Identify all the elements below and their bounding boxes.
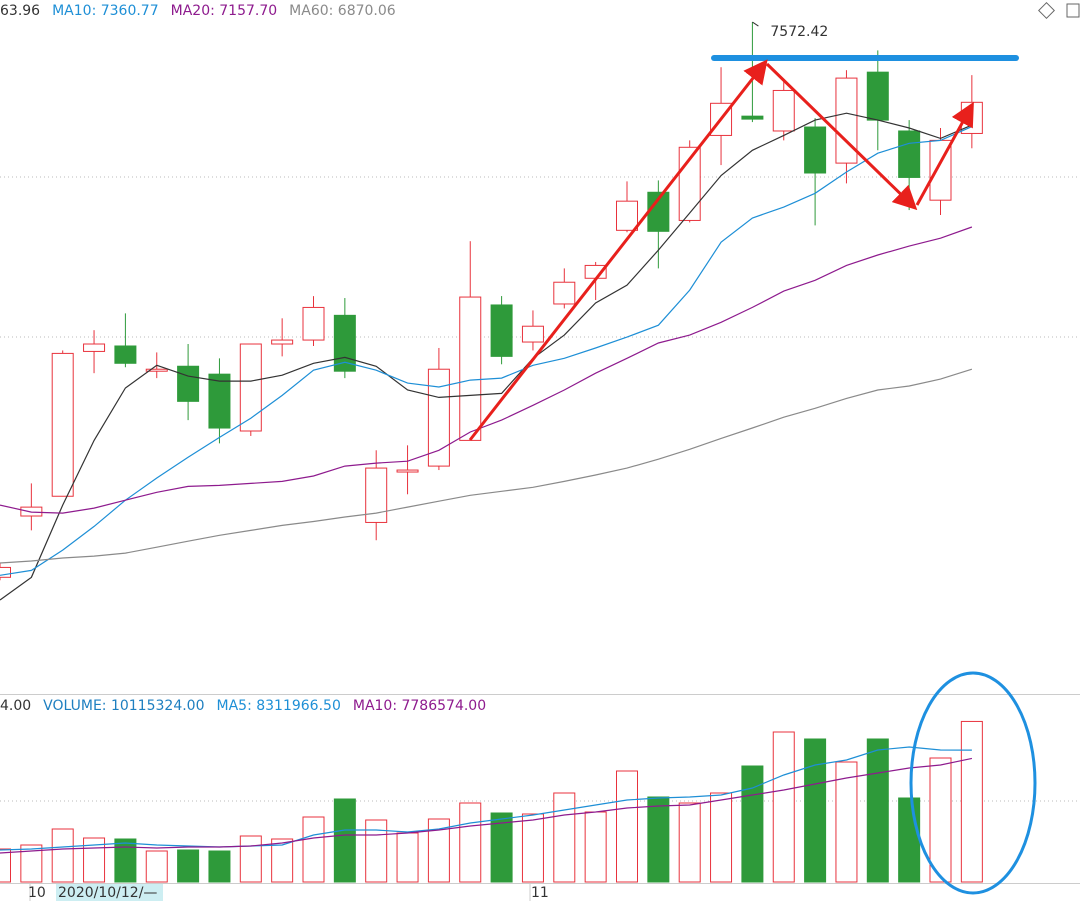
legend-entry: MA10: 7786574.00 — [353, 698, 486, 714]
x-tick-label: 11 — [531, 885, 549, 901]
candle-body — [114, 345, 137, 364]
candle-body — [208, 373, 231, 429]
volume-bar — [710, 792, 733, 883]
candle-body — [177, 365, 200, 402]
candle-body — [271, 339, 294, 345]
ma-line — [0, 368, 973, 564]
candle-body — [51, 352, 74, 497]
candle-body — [772, 89, 795, 132]
candle-body — [866, 71, 889, 121]
volume-bar — [20, 844, 43, 883]
candle-body — [459, 296, 482, 441]
legend-entry: 63.96 — [0, 3, 40, 19]
volume-bar — [396, 832, 419, 883]
volume-bar — [51, 828, 74, 883]
candle-body — [553, 281, 576, 305]
candle-body — [333, 314, 356, 372]
legend-entry: MA20: 7157.70 — [171, 3, 278, 19]
volume-header: 4.00 — [0, 698, 31, 714]
legend-entry: MA5: 8311966.50 — [217, 698, 341, 714]
arrow — [468, 59, 768, 441]
ma-line — [0, 746, 972, 851]
volume-bar — [647, 796, 670, 883]
arrow — [915, 101, 974, 206]
volume-bar — [616, 770, 638, 883]
candle-body — [835, 77, 858, 164]
candle-body — [83, 343, 106, 352]
icon-window[interactable] — [1066, 3, 1080, 18]
volume-bar — [898, 797, 921, 883]
volume-bar — [239, 835, 262, 883]
x-tick-label: 2020/10/12/— — [58, 885, 157, 901]
date-highlight — [56, 884, 163, 901]
candle-body — [804, 126, 827, 174]
high-label: 7572.42 — [770, 24, 828, 40]
volume-bar — [83, 837, 106, 883]
candle-body — [427, 368, 450, 467]
volume-bar — [365, 819, 388, 883]
volume-bar — [177, 849, 200, 883]
candle-body — [239, 343, 262, 432]
volume-bar — [866, 738, 889, 883]
ma-line — [0, 112, 973, 601]
high-marker — [752, 21, 759, 27]
ma-line — [0, 126, 973, 576]
volume-bar — [114, 838, 137, 883]
volume-bar — [835, 761, 858, 883]
candle-body — [741, 115, 764, 120]
volume-bar — [333, 798, 356, 883]
highlight-ellipse — [909, 671, 1037, 895]
icon-diamond[interactable] — [1038, 2, 1055, 19]
volume-bar — [459, 802, 482, 883]
legend-entry: MA60: 6870.06 — [289, 3, 396, 19]
candle-body — [365, 467, 388, 523]
candle-body — [521, 325, 544, 343]
candle-body — [0, 566, 11, 578]
legend-entry: MA10: 7360.77 — [52, 3, 159, 19]
volume-bar — [804, 738, 827, 883]
volume-bar — [427, 818, 450, 883]
arrow — [765, 62, 918, 211]
volume-bar — [0, 848, 11, 883]
ma-line — [0, 226, 973, 514]
volume-bar — [678, 802, 701, 883]
candle-body — [396, 469, 419, 473]
volume-bar — [302, 816, 325, 883]
ma-line — [0, 757, 973, 854]
annotations — [468, 55, 1037, 895]
volume-bar — [929, 757, 952, 883]
volume-bar — [772, 731, 795, 883]
volume-bar — [960, 720, 983, 883]
volume-bar — [145, 850, 168, 883]
candle-body — [302, 306, 325, 341]
volume-bar — [553, 792, 576, 883]
volume-bar — [584, 811, 607, 883]
volume-bar — [271, 838, 294, 883]
volume-bar — [741, 765, 764, 883]
volume-bar — [208, 850, 231, 883]
candle-body — [490, 304, 513, 357]
x-tick-label: 10 — [28, 885, 46, 901]
candle-body — [898, 130, 921, 178]
volume-header: VOLUME: 10115324.00 — [43, 698, 204, 714]
candle-body — [145, 368, 168, 372]
volume-bar — [521, 813, 544, 883]
volume-bar — [490, 812, 513, 883]
candle-body — [616, 200, 638, 231]
